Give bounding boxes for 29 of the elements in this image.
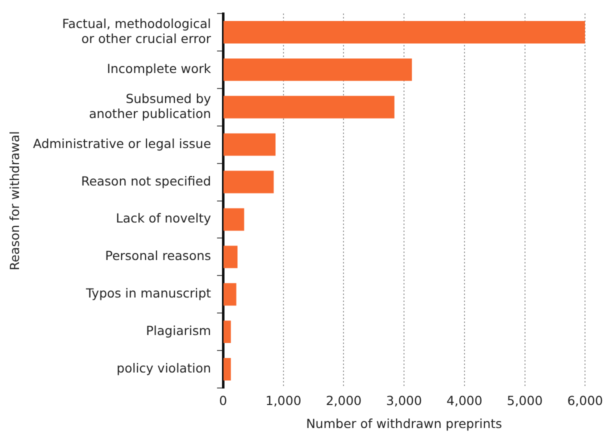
y-tick-label: Subsumed by another publication xyxy=(88,90,212,121)
bar xyxy=(224,283,236,306)
bar xyxy=(224,320,231,344)
y-tick-label: Administrative or legal issue xyxy=(32,136,212,151)
bar xyxy=(224,133,276,156)
y-tick-label: Personal reasons xyxy=(105,248,212,264)
x-tick-label: 0 xyxy=(219,392,228,408)
bar xyxy=(224,20,586,44)
bar xyxy=(224,208,244,231)
x-axis-title: Number of withdrawn preprints xyxy=(306,416,502,431)
bar xyxy=(224,246,238,268)
bar xyxy=(224,358,231,381)
x-tick-label: 1,000 xyxy=(265,392,302,408)
x-tick-label: 2,000 xyxy=(326,392,362,408)
y-tick-label: Reason not specified xyxy=(81,173,212,188)
y-tick-label: Plagiarism xyxy=(146,323,212,338)
y-tick-label: Lack of novelty xyxy=(116,210,212,226)
bar xyxy=(224,96,394,118)
bar xyxy=(224,170,274,194)
y-tick-label: Incomplete work xyxy=(106,60,212,76)
bar xyxy=(224,58,412,81)
x-tick-label: 3,000 xyxy=(386,392,422,408)
x-tick-label: 6,000 xyxy=(567,392,604,408)
y-axis-title: Reason for withdrawal xyxy=(6,131,22,270)
y-tick-label: policy violation xyxy=(116,360,212,376)
y-tick-label: Typos in manuscript xyxy=(84,286,212,301)
x-tick-label: 5,000 xyxy=(506,392,543,408)
y-tick-label: Factual, methodological or other crucial error xyxy=(62,16,212,46)
x-tick-label: 4,000 xyxy=(446,392,482,408)
